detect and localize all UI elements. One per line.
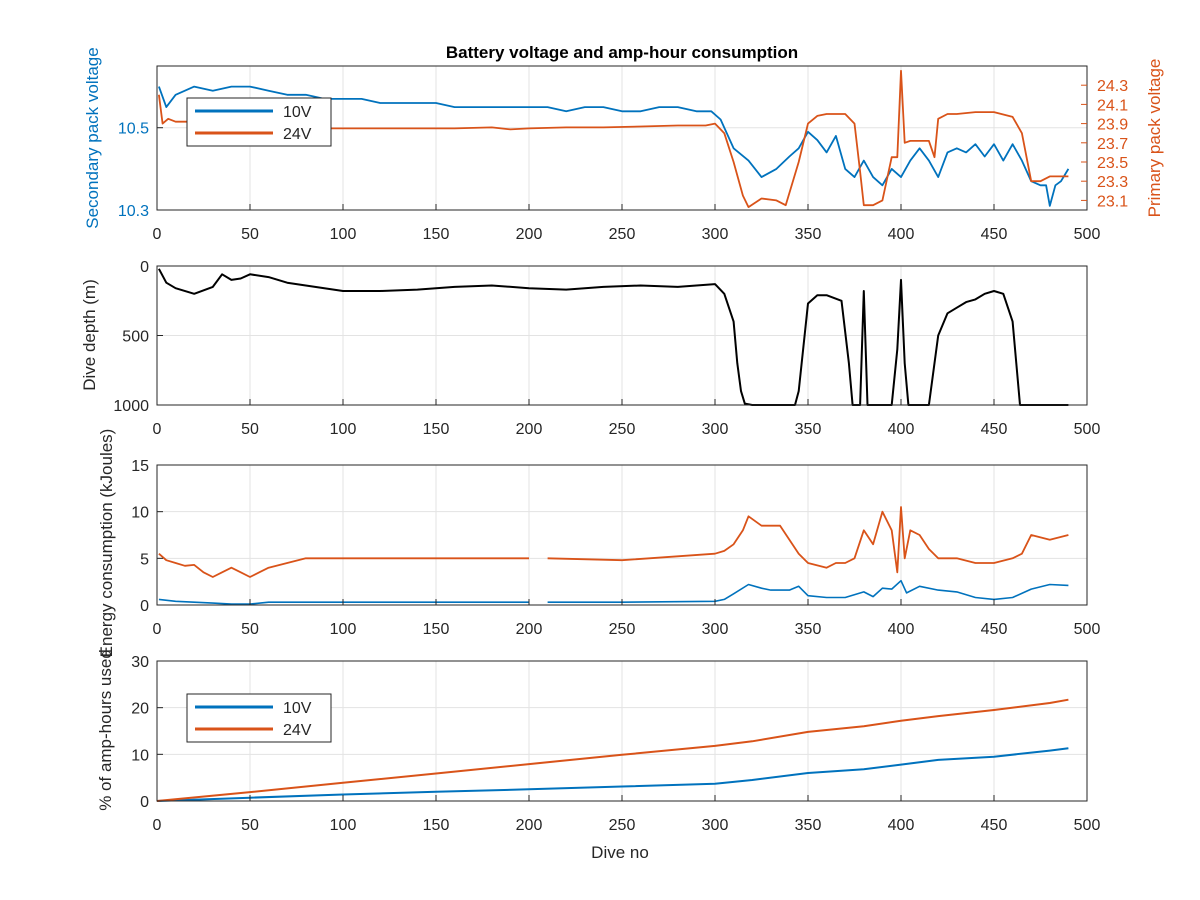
x-tick-label: 100	[330, 621, 357, 638]
chart-title: Battery voltage and amp-hour consumption	[446, 43, 798, 62]
legend-layer: 10V 24V 10V 24V	[186, 97, 332, 743]
x-tick-label: 0	[153, 817, 162, 834]
x-tick-label: 0	[153, 621, 162, 638]
x-tick-label: 50	[241, 226, 259, 243]
x-tick-label: 300	[702, 817, 729, 834]
x-tick-label: 100	[330, 421, 357, 438]
legend-label-10V: 10V	[283, 104, 312, 121]
x-tick-label: 350	[795, 817, 822, 834]
x-tick-label: 450	[981, 226, 1008, 243]
axes-frame-layer	[156, 65, 1088, 802]
series-24v-amphours	[156, 698, 1069, 802]
x-tick-label: 300	[702, 621, 729, 638]
y-right-tick-label: 24.3	[1097, 78, 1128, 95]
x-tick-label: 150	[423, 226, 450, 243]
legend-label-24V: 24V	[283, 722, 312, 739]
dive-depth-axis-label: Dive depth (m)	[80, 279, 99, 390]
y-tick-label: 10	[131, 505, 149, 522]
x-tick-label: 400	[888, 226, 915, 243]
x-tick-label: 0	[153, 226, 162, 243]
x-tick-label: 250	[609, 421, 636, 438]
y-tick-label: 5	[140, 551, 149, 568]
y-tick-label: 1000	[113, 398, 149, 415]
y-right-tick-label: 24.1	[1097, 97, 1128, 114]
y-tick-label: 30	[131, 654, 149, 671]
y-right-tick-label: 23.7	[1097, 136, 1128, 153]
x-tick-label: 200	[516, 226, 543, 243]
x-tick-label: 450	[981, 817, 1008, 834]
y-right-tick-label: 23.9	[1097, 117, 1128, 134]
y-tick-label: 0	[140, 794, 149, 811]
x-tick-label: 50	[241, 421, 259, 438]
tick-label-layer: 0 50 100 150 200 250 300 350 400 450 50010.310.523…	[113, 78, 1128, 834]
x-tick-label: 150	[423, 817, 450, 834]
y-right-tick-label: 23.1	[1097, 193, 1128, 210]
x-tick-label: 300	[702, 226, 729, 243]
x-tick-label: 250	[609, 226, 636, 243]
axis-label-layer: Secondary pack voltage Primary pack volt…	[80, 47, 1164, 862]
series-24v-energy	[158, 506, 1069, 578]
legend-label-10V: 10V	[283, 700, 312, 717]
x-tick-label: 150	[423, 621, 450, 638]
energy-axis-label: Energy consumption (kJoules)	[97, 429, 116, 658]
x-tick-label: 500	[1074, 817, 1101, 834]
x-tick-label: 0	[153, 421, 162, 438]
x-tick-label: 450	[981, 421, 1008, 438]
x-tick-label: 350	[795, 421, 822, 438]
x-tick-label: 100	[330, 817, 357, 834]
y-tick-label: 15	[131, 458, 149, 475]
x-tick-label: 500	[1074, 226, 1101, 243]
y-right-tick-label: 23.5	[1097, 155, 1128, 172]
dive-no-axis-label: Dive no	[591, 843, 649, 862]
x-tick-label: 200	[516, 421, 543, 438]
x-tick-label: 500	[1074, 421, 1101, 438]
x-tick-label: 100	[330, 226, 357, 243]
series-10v-amphours	[156, 747, 1069, 802]
x-tick-label: 200	[516, 817, 543, 834]
series-10v-energy	[158, 579, 1069, 605]
y-right-tick-label: 23.3	[1097, 174, 1128, 191]
series-dive-depth	[158, 268, 1069, 406]
y-tick-label: 10.3	[118, 203, 149, 220]
x-tick-label: 400	[888, 621, 915, 638]
x-tick-label: 250	[609, 817, 636, 834]
legend-box	[186, 97, 332, 147]
x-tick-label: 50	[241, 817, 259, 834]
y-tick-label: 10	[131, 747, 149, 764]
x-tick-label: 350	[795, 621, 822, 638]
x-tick-label: 50	[241, 621, 259, 638]
x-tick-label: 400	[888, 421, 915, 438]
x-tick-label: 450	[981, 621, 1008, 638]
y-tick-label: 0	[140, 598, 149, 615]
legend-label-24V: 24V	[283, 126, 312, 143]
series-10v-voltage	[158, 85, 1070, 207]
primary-voltage-axis-label: Primary pack voltage	[1145, 59, 1164, 218]
y-tick-label: 500	[122, 329, 149, 346]
x-tick-label: 400	[888, 817, 915, 834]
secondary-voltage-axis-label: Secondary pack voltage	[83, 47, 102, 228]
x-tick-label: 200	[516, 621, 543, 638]
x-tick-label: 300	[702, 421, 729, 438]
x-tick-label: 500	[1074, 621, 1101, 638]
x-tick-label: 250	[609, 621, 636, 638]
y-tick-label: 0	[140, 259, 149, 276]
y-tick-label: 10.5	[118, 121, 149, 138]
legend-box	[186, 693, 332, 743]
x-tick-label: 150	[423, 421, 450, 438]
y-tick-label: 20	[131, 701, 149, 718]
amp-hours-axis-label: % of amp-hours used	[96, 649, 115, 811]
x-tick-label: 350	[795, 226, 822, 243]
